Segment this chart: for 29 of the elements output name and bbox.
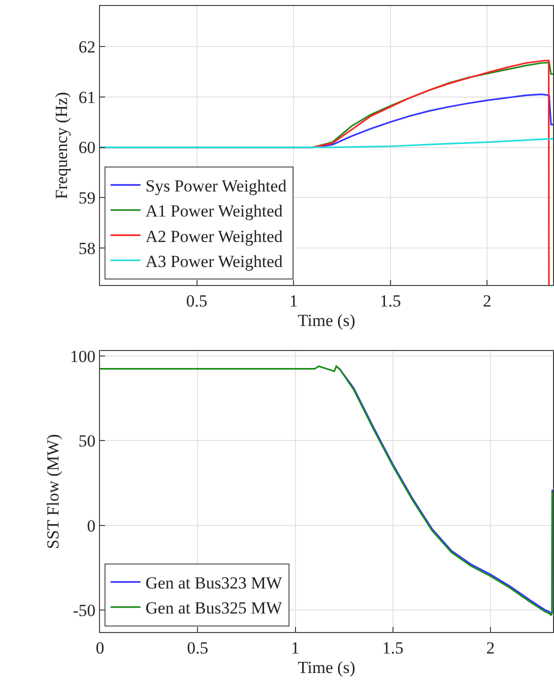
x-tick-label: 0.5 (186, 292, 208, 310)
legend-label: A1 Power Weighted (146, 202, 284, 221)
y-tick-label: 60 (78, 138, 96, 158)
y-tick-label: -50 (72, 600, 96, 620)
x-tick-label: 2 (486, 638, 495, 658)
y-tick-label: 62 (78, 37, 96, 56)
x-axis-title: Time (s) (298, 658, 356, 677)
line-series (100, 365, 553, 616)
y-tick-label: 59 (78, 188, 96, 208)
legend-label: Gen at Bus323 MW (146, 574, 283, 593)
x-tick-label: 1.5 (382, 638, 404, 658)
y-axis-title: Frequency (Hz) (52, 92, 72, 200)
y-tick-label: 61 (78, 88, 96, 107)
legend-label: A3 Power Weighted (146, 252, 284, 271)
legend-label: Gen at Bus325 MW (146, 598, 283, 618)
y-tick-label: 0 (87, 516, 96, 536)
x-tick-label: 1 (291, 638, 300, 658)
legend-label: Sys Power Weighted (146, 176, 287, 196)
y-tick-label: 100 (70, 347, 96, 366)
x-tick-label: 1.5 (380, 292, 402, 310)
x-tick-label: 0.5 (187, 638, 208, 658)
y-axis-title: SST Flow (MW) (44, 434, 63, 549)
x-axis-title: Time (s) (298, 310, 356, 330)
y-tick-label: 50 (78, 432, 96, 451)
x-tick-label: 2 (482, 292, 492, 310)
x-tick-label: 1 (289, 292, 298, 310)
y-tick-label: 58 (78, 239, 96, 258)
line-series (100, 138, 553, 148)
legend-label: A2 Power Weighted (146, 226, 284, 246)
